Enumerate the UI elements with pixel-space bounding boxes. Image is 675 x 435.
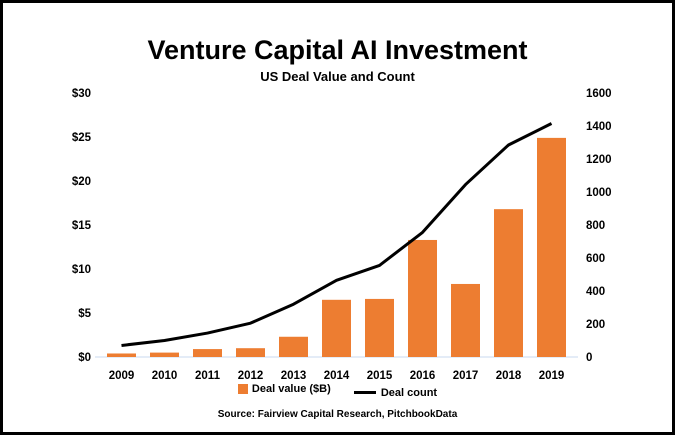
x-axis-tick-label: 2019 — [539, 370, 565, 382]
legend: Deal value ($B) Deal count — [3, 383, 672, 399]
plot-area: $0 $5 $10 $15 $20 $25 $30 0 200 400 600 800 1000 1200… — [72, 88, 612, 382]
x-axis-tick-label: 2013 — [281, 370, 307, 382]
x-axis-tick-label: 2012 — [238, 370, 264, 382]
legend-item-deal-value: Deal value ($B) — [237, 383, 331, 395]
legend-label: Deal value ($B) — [251, 383, 331, 395]
left-axis-tick-label: $30 — [72, 88, 91, 100]
right-axis-tick-label: 600 — [586, 253, 605, 265]
right-axis-tick-label: 400 — [586, 286, 605, 298]
right-axis-tick-label: 1000 — [586, 187, 612, 199]
bar-deal-value-2014 — [322, 299, 351, 357]
source-note: Source: Fairview Capital Research, Pitch… — [217, 409, 458, 420]
bar-deal-value-2009 — [107, 353, 136, 357]
x-axis-tick-label: 2010 — [152, 370, 178, 382]
bar-deal-value-2017 — [451, 283, 480, 357]
bar-deal-value-2018 — [494, 209, 523, 357]
right-axis-tick-label: 1200 — [586, 154, 612, 166]
bar-deal-value-2016 — [408, 239, 437, 357]
chart-subtitle: US Deal Value and Count — [260, 69, 415, 84]
bar-deal-value-2013 — [279, 336, 308, 357]
left-axis-tick-label: $20 — [72, 176, 91, 188]
x-axis-tick-label: 2018 — [496, 370, 522, 382]
left-axis-tick-label: $15 — [72, 220, 92, 232]
bar-deal-value-2019 — [537, 137, 566, 357]
left-axis-tick-label: $10 — [72, 264, 91, 276]
left-axis-tick-label: $25 — [72, 132, 92, 144]
legend-label: Deal count — [380, 386, 438, 399]
x-axis-tick-label: 2011 — [195, 370, 221, 382]
left-axis-tick-label: $0 — [78, 352, 91, 364]
x-axis-tick-label: 2015 — [367, 370, 393, 382]
bar-deal-value-2012 — [236, 348, 265, 357]
right-axis-tick-label: 1600 — [586, 88, 612, 100]
right-axis-tick-label: 0 — [586, 352, 592, 364]
x-axis-tick-label: 2017 — [453, 370, 479, 382]
chart-title: Venture Capital AI Investment — [147, 35, 528, 65]
right-axis-tick-label: 200 — [586, 319, 605, 331]
bar-deal-value-2015 — [365, 298, 394, 357]
legend-swatch-bar — [237, 384, 248, 394]
bar-deal-value-2010 — [150, 352, 179, 357]
bar-deal-value-2011 — [193, 349, 222, 357]
right-axis-tick-label: 1400 — [586, 121, 612, 133]
right-axis-tick-label: 800 — [586, 220, 605, 232]
legend-swatch-line — [353, 391, 376, 394]
left-axis-tick-label: $5 — [78, 308, 91, 320]
legend-item-deal-count: Deal count — [353, 386, 438, 399]
x-axis-tick-label: 2014 — [324, 370, 350, 382]
x-axis-tick-label: 2009 — [109, 370, 135, 382]
x-axis-tick-label: 2016 — [410, 370, 436, 382]
